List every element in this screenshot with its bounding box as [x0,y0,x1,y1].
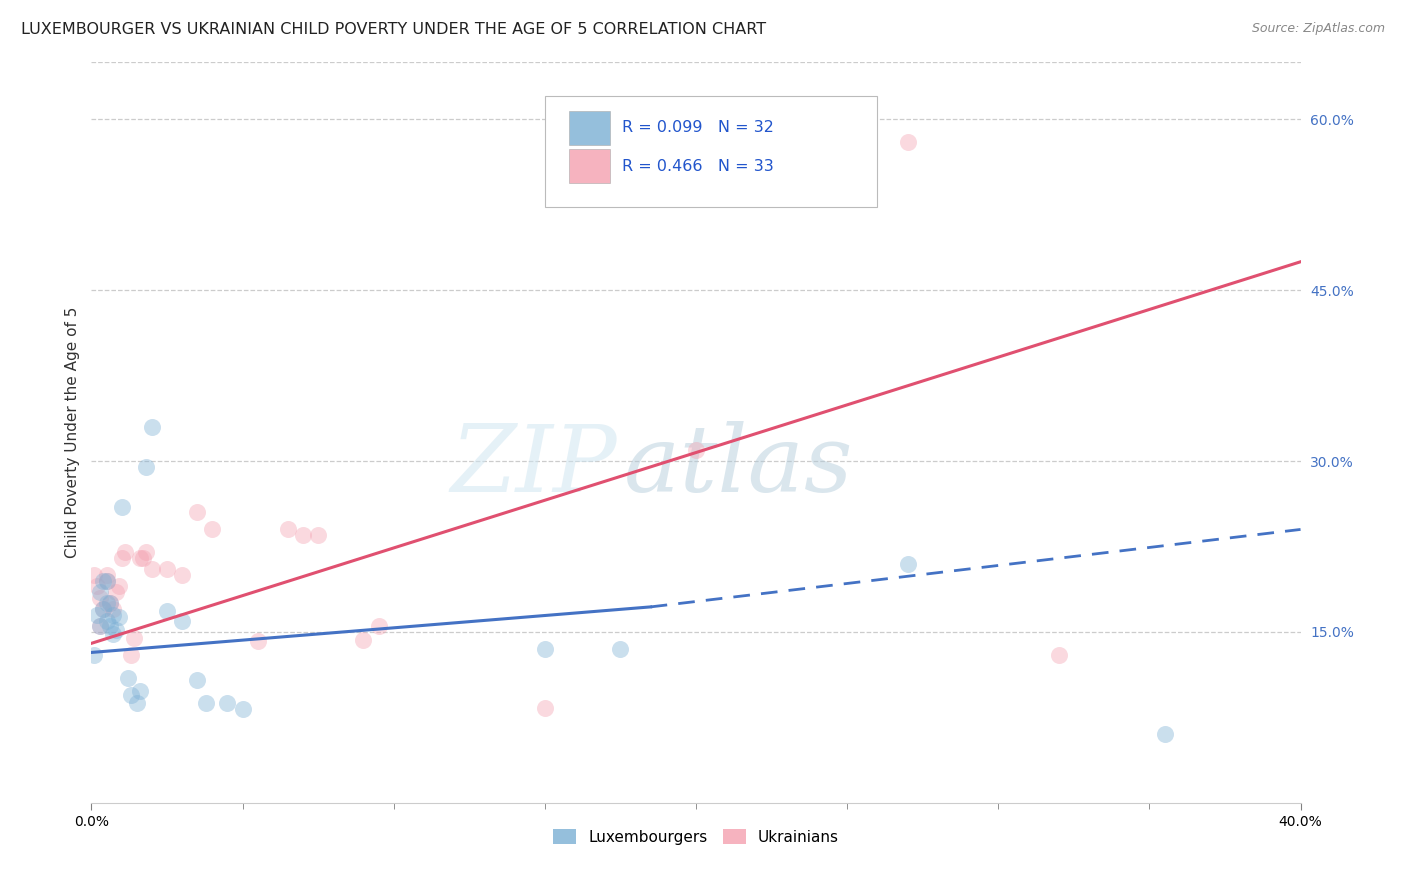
Point [101,627,124,641]
Point [114,545,136,559]
Point [120,688,142,702]
Point [1153,727,1175,741]
Point [89,591,111,605]
Point [132,550,155,565]
Point [101,607,124,622]
Point [195,696,218,710]
Point [111,550,132,565]
Point [156,562,179,576]
Point [83,568,105,582]
Point [89,619,111,633]
Point [231,702,253,716]
Point [89,619,111,633]
Text: LUXEMBOURGER VS UKRAINIAN CHILD POVERTY UNDER THE AGE OF 5 CORRELATION CHART: LUXEMBOURGER VS UKRAINIAN CHILD POVERTY … [21,22,766,37]
Point [217,696,239,710]
Point [111,500,132,514]
Point [186,673,208,687]
FancyBboxPatch shape [569,111,610,145]
Point [352,632,374,647]
Text: R = 0.466   N = 33: R = 0.466 N = 33 [623,159,773,174]
Y-axis label: Child Poverty Under the Age of 5: Child Poverty Under the Age of 5 [65,307,80,558]
Point [141,420,163,434]
Point [93,602,115,616]
Point [897,135,920,149]
Point [156,604,179,618]
Point [104,585,127,599]
Point [96,574,118,588]
Point [246,634,269,648]
Point [292,528,315,542]
Text: R = 0.099   N = 32: R = 0.099 N = 32 [623,120,775,135]
Point [307,528,329,542]
Point [897,557,920,571]
Point [533,642,555,657]
Point [128,550,150,565]
Point [83,648,105,662]
Point [609,642,631,657]
Point [172,614,194,628]
Point [86,579,108,593]
Point [135,545,157,559]
Point [367,619,389,633]
Point [107,610,129,624]
Point [120,648,142,662]
Legend: Luxembourgers, Ukrainians: Luxembourgers, Ukrainians [547,822,845,851]
Point [101,602,124,616]
Point [93,602,115,616]
Point [141,562,163,576]
Text: ZIP: ZIP [451,421,617,511]
Point [172,568,194,582]
Point [96,597,118,611]
Point [201,523,224,537]
Point [89,585,111,599]
Point [86,607,108,622]
Point [98,619,121,633]
Point [107,579,129,593]
Point [117,671,139,685]
Text: atlas: atlas [623,421,853,511]
Point [96,614,118,628]
Point [1047,648,1070,662]
FancyBboxPatch shape [544,95,877,207]
Point [186,505,208,519]
Point [93,574,115,588]
Point [533,701,555,715]
Text: Source: ZipAtlas.com: Source: ZipAtlas.com [1251,22,1385,36]
Point [98,597,121,611]
Point [125,696,148,710]
Point [685,442,707,457]
Point [122,631,145,645]
Point [98,597,121,611]
Point [96,568,118,582]
Point [128,684,150,698]
Point [96,574,118,588]
Point [277,523,299,537]
FancyBboxPatch shape [569,149,610,183]
Point [135,459,157,474]
Point [104,623,127,637]
